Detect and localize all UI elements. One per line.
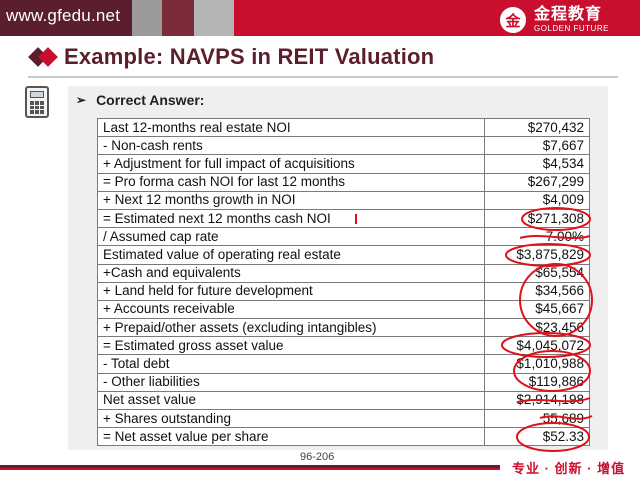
row-value: $4,534 bbox=[484, 154, 590, 174]
header-band-maroon bbox=[162, 0, 194, 36]
row-value: 55,689 bbox=[484, 408, 590, 429]
table-row: + Land held for future development $34,56… bbox=[96, 281, 590, 301]
row-value: $4,009 bbox=[484, 190, 590, 210]
row-value: $270,432 bbox=[484, 117, 590, 138]
row-value: $267,299 bbox=[484, 172, 590, 192]
logo-chinese-name: 金程教育 bbox=[534, 6, 603, 23]
arrow-bullet-icon: ➢ bbox=[76, 93, 87, 107]
row-label: + Accounts receivable bbox=[96, 299, 486, 320]
row-value: $3,875,829 bbox=[484, 245, 590, 265]
row-value: $271,308 bbox=[484, 208, 590, 229]
title-row: Example: NAVPS in REIT Valuation bbox=[28, 42, 434, 72]
table-row: = Net asset value per share $52.33 bbox=[96, 427, 590, 447]
table-row: Last 12-months real estate NOI $270,432 bbox=[96, 117, 590, 138]
row-value: $1,010,988 bbox=[484, 354, 590, 374]
row-value: $119,886 bbox=[484, 372, 590, 392]
footer-slogan: 专业 · 创新 · 增值 bbox=[512, 461, 626, 476]
row-value: $65,554 bbox=[484, 263, 590, 283]
table-row: + Accounts receivable $45,667 bbox=[96, 299, 590, 320]
row-label: + Adjustment for full impact of acquisit… bbox=[96, 154, 486, 174]
row-label: = Net asset value per share bbox=[96, 427, 486, 447]
row-label: + Prepaid/other assets (excluding intang… bbox=[96, 318, 486, 338]
row-label: + Next 12 months growth in NOI bbox=[96, 190, 486, 210]
row-value: $7,667 bbox=[484, 136, 590, 156]
logo-text: 金程教育 GOLDEN FUTURE bbox=[534, 6, 609, 34]
table-row: Net asset value $2,914,198 bbox=[96, 390, 590, 411]
logo-english-name: GOLDEN FUTURE bbox=[534, 24, 609, 33]
row-label: Net asset value bbox=[96, 390, 486, 411]
table-row: + Adjustment for full impact of acquisit… bbox=[96, 154, 590, 174]
table-row: - Total debt $1,010,988 bbox=[96, 354, 590, 374]
valuation-table: Last 12-months real estate NOI $270,432- … bbox=[96, 117, 590, 447]
row-value: $4,045,072 bbox=[484, 336, 590, 356]
row-label: / Assumed cap rate bbox=[96, 227, 486, 247]
calculator-icon bbox=[25, 86, 49, 118]
table-row: + Next 12 months growth in NOI $4,009 bbox=[96, 190, 590, 210]
row-label: = Estimated gross asset value bbox=[96, 336, 486, 356]
row-value: $23,456 bbox=[484, 318, 590, 338]
header-band-red bbox=[234, 0, 640, 36]
table-row: +Cash and equivalents $65,554 bbox=[96, 263, 590, 283]
table-row: + Shares outstanding 55,689 bbox=[96, 408, 590, 429]
row-label: - Other liabilities bbox=[96, 372, 486, 392]
table-row: + Prepaid/other assets (excluding intang… bbox=[96, 318, 590, 338]
row-label: = Pro forma cash NOI for last 12 months bbox=[96, 172, 486, 192]
table-row: = Pro forma cash NOI for last 12 months $… bbox=[96, 172, 590, 192]
row-label: - Total debt bbox=[96, 354, 486, 374]
table-row: / Assumed cap rate 7.00% bbox=[96, 227, 590, 247]
table-row: = Estimated next 12 months cash NOI $271,… bbox=[96, 208, 590, 229]
table-row: Estimated value of operating real estate… bbox=[96, 245, 590, 265]
row-label: +Cash and equivalents bbox=[96, 263, 486, 283]
table-row: = Estimated gross asset value $4,045,072 bbox=[96, 336, 590, 356]
row-value: $52.33 bbox=[484, 427, 590, 447]
header-band-grey bbox=[132, 0, 162, 36]
header-band bbox=[0, 0, 640, 36]
table-row: - Other liabilities $119,886 bbox=[96, 372, 590, 392]
page-title: Example: NAVPS in REIT Valuation bbox=[64, 44, 435, 69]
logo-seal-icon: 金 bbox=[498, 5, 528, 35]
footer-line bbox=[0, 465, 500, 468]
table-row: - Non-cash rents $7,667 bbox=[96, 136, 590, 156]
row-label: Estimated value of operating real estate bbox=[96, 245, 486, 265]
row-value: $45,667 bbox=[484, 299, 590, 320]
row-value: 7.00% bbox=[484, 227, 590, 247]
row-label: + Land held for future development bbox=[96, 281, 486, 301]
answer-heading-label: Correct Answer: bbox=[96, 92, 205, 108]
row-label: Last 12-months real estate NOI bbox=[96, 117, 486, 138]
row-value: $2,914,198 bbox=[484, 390, 590, 411]
row-value: $34,566 bbox=[484, 281, 590, 301]
answer-heading: ➢ Correct Answer: bbox=[76, 92, 204, 108]
header-band-light-grey bbox=[194, 0, 234, 36]
footer-line-red bbox=[0, 468, 500, 470]
row-label: + Shares outstanding bbox=[96, 408, 486, 429]
title-divider bbox=[28, 76, 618, 78]
page-number: 96-206 bbox=[300, 451, 335, 463]
row-label: = Estimated next 12 months cash NOI bbox=[96, 208, 486, 229]
row-label: - Non-cash rents bbox=[96, 136, 486, 156]
header-band-dark bbox=[0, 0, 132, 36]
site-url[interactable]: www.gfedu.net bbox=[6, 6, 121, 25]
title-diamond-icon bbox=[28, 45, 64, 69]
company-logo: 金 金程教育 GOLDEN FUTURE bbox=[498, 3, 638, 37]
